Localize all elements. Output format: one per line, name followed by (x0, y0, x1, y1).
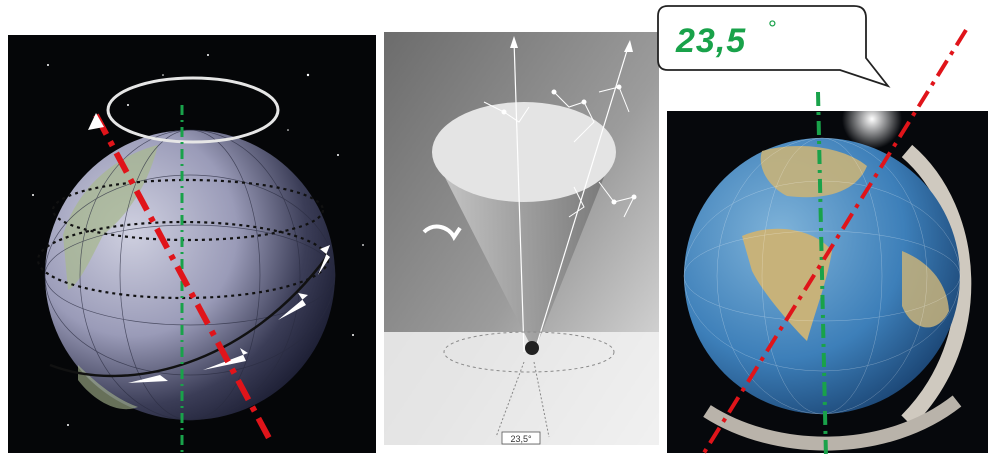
tilted-axis (535, 43, 630, 348)
tilt-angle-value: 23,5 (676, 22, 747, 60)
rotation-arrows (128, 245, 330, 387)
angle-callout-bubble (657, 5, 891, 88)
precession-cone-sketch: 23,5° (384, 32, 659, 445)
rotation-arrow-icon (422, 224, 462, 241)
degree-symbol: ° (768, 16, 777, 41)
angle-label: 23,5° (510, 434, 532, 444)
cone-shape (432, 152, 614, 352)
continent-shape (78, 365, 138, 410)
globe-graticule (683, 137, 961, 415)
globe-meridian-stand (901, 144, 972, 427)
angle-label-box (501, 431, 541, 445)
precession-cone-sketch-panel: 23,5° (384, 32, 659, 445)
earth-dot (525, 341, 539, 355)
africa-landmass (902, 251, 949, 328)
cone-axis (513, 39, 525, 353)
precession-render-panel (8, 35, 376, 453)
globe-base-arc (703, 395, 962, 451)
tilted-axis-line (93, 113, 273, 442)
orbit-path (49, 254, 330, 378)
tilted-axis-line (700, 28, 968, 458)
tropic-dotted-line (51, 178, 325, 242)
stars (32, 54, 364, 426)
precession-circle (106, 76, 280, 144)
cone-top-ellipse (432, 102, 616, 202)
orbit-ellipse (443, 331, 615, 373)
axis-arrowhead (88, 113, 104, 130)
south-america-landmass (742, 228, 832, 341)
north-america-landmass (760, 146, 867, 198)
light-glare (842, 111, 902, 149)
vertical-axis-line (816, 91, 828, 459)
earth-render-illustration (32, 54, 364, 453)
constellation-lines (483, 84, 637, 218)
grid-lines (44, 129, 336, 421)
